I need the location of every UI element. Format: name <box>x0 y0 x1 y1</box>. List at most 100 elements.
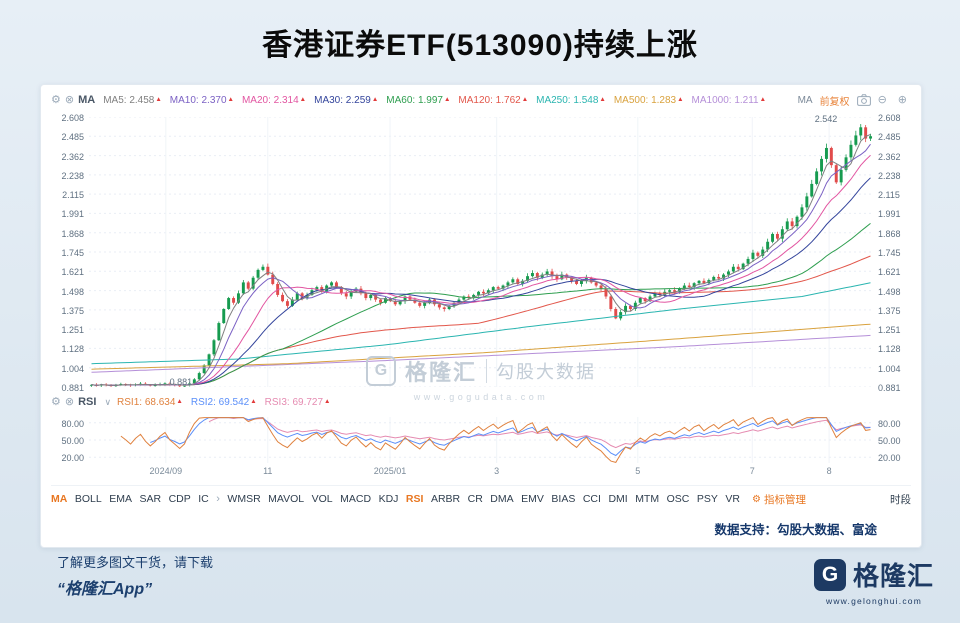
indicator-manage-label: 指标管理 <box>763 493 806 506</box>
y-axis-label: 0.881 <box>61 383 84 393</box>
rsi-axis-left: 80.00 50.00 20.00 <box>43 417 87 464</box>
indicator-tab-emv[interactable]: EMV <box>521 493 544 505</box>
y-axis-label: 2.485 <box>878 132 901 143</box>
indicator-tab-osc[interactable]: OSC <box>666 493 690 505</box>
indicator-manage-button[interactable]: ⚙ 指标管理 <box>752 492 806 507</box>
y-axis-label: 1.128 <box>878 344 901 355</box>
rsi-value-rsi1: RSI1: 68.634▲ <box>117 397 183 408</box>
indicator-tab-cci[interactable]: CCI <box>582 493 601 505</box>
ma-value-ma120: MA120: 1.762▲ <box>458 95 528 106</box>
rsi-axis-right: 80.00 50.00 20.00 <box>875 417 919 464</box>
y-axis-label: 1.498 <box>61 286 84 297</box>
indicator-tab-psy[interactable]: PSY <box>696 493 718 505</box>
up-triangle-icon: ▲ <box>155 95 162 103</box>
x-axis-label: 5 <box>635 466 641 476</box>
gear-icon[interactable]: ⚙ <box>51 395 61 408</box>
indicator-tab-sar[interactable]: SAR <box>139 493 162 505</box>
ma-value-ma10: MA10: 2.370▲ <box>170 95 234 106</box>
indicator-tab-boll[interactable]: BOLL <box>74 493 102 505</box>
x-axis-label: 11 <box>263 466 273 476</box>
period-button[interactable]: 时段 <box>890 493 911 506</box>
chart-card: ⚙ ⊗ MA MA5: 2.458▲ MA10: 2.370▲ MA20: 2.31… <box>40 84 922 548</box>
remove-indicator-icon[interactable]: ⊗ <box>64 93 75 106</box>
indicator-tab-ma[interactable]: MA <box>51 493 68 505</box>
zoom-out-icon[interactable]: ⊖ <box>877 93 887 106</box>
y-axis-label: 1.745 <box>61 248 84 258</box>
indicator-tab-vol[interactable]: VOL <box>311 493 333 505</box>
y-axis-left: 2.608 2.485 2.362 2.238 2.115 1.991 1.868 1.745… <box>43 113 87 393</box>
x-axis-label: 2025/01 <box>373 466 407 476</box>
indicator-tab-dmi[interactable]: DMI <box>608 493 628 505</box>
rsi-chart[interactable] <box>89 417 873 463</box>
y-axis-label: 1.375 <box>878 305 901 316</box>
indicator-tab-kdj[interactable]: KDJ <box>378 493 399 505</box>
y-axis-label: 1.251 <box>878 325 901 336</box>
y-axis-label: 0.881 <box>878 383 901 393</box>
remove-indicator-icon[interactable]: ⊗ <box>64 395 75 408</box>
up-triangle-icon: ▲ <box>299 95 307 103</box>
rsi-plot[interactable] <box>89 417 873 463</box>
ma-value-ma1000: MA1000: 1.211▲ <box>692 95 767 106</box>
y-axis-label: 1.498 <box>878 286 901 297</box>
indicator-tab-mtm[interactable]: MTM <box>635 493 660 505</box>
indicator-tab-bias[interactable]: BIAS <box>551 493 576 505</box>
indicator-tab-vr[interactable]: VR <box>725 493 740 505</box>
x-axis-label: 7 <box>749 466 755 476</box>
indicator-tab-macd[interactable]: MACD <box>340 493 372 505</box>
candlestick-plot[interactable] <box>89 117 873 387</box>
y-axis-label: 1.868 <box>61 228 84 239</box>
indicator-tab-mavol[interactable]: MAVOL <box>268 493 305 505</box>
ma-value-text: MA250: 1.548 <box>536 94 599 106</box>
ma-indicator-bar: ⚙ ⊗ MA MA5: 2.458▲ MA10: 2.370▲ MA20: 2.31… <box>41 87 921 113</box>
y-axis-label: 1.991 <box>61 209 84 220</box>
data-support-text: 数据支持：勾股大数据、富途 <box>714 523 877 537</box>
indicator-tabs-list: MA BOLL EMA SAR CDP IC › WMSR MAVOL VOL MACD KDJ RSI… <box>51 493 740 505</box>
indicator-tab-dma[interactable]: DMA <box>490 493 514 505</box>
indicator-tab-cdp[interactable]: CDP <box>168 493 191 505</box>
ma-value-text: MA30: 2.259 <box>314 94 371 106</box>
y-axis-label: 1.128 <box>61 344 84 355</box>
y-axis-label: 2.362 <box>61 151 84 162</box>
ma-value-text: MA5: 2.458 <box>103 94 155 106</box>
ma-value-ma500: MA500: 1.283▲ <box>614 95 684 106</box>
ma-value-ma30: MA30: 2.259▲ <box>314 95 378 106</box>
footer-promo-line2: “格隆汇App” <box>57 581 153 598</box>
indicator-tab-wmsr[interactable]: WMSR <box>227 493 261 505</box>
y-axis-label: 2.485 <box>61 132 84 143</box>
y-axis-label: 1.004 <box>878 363 901 374</box>
indicator-name-rsi[interactable]: RSI <box>78 396 97 408</box>
chart-type-label[interactable]: MA <box>797 94 813 106</box>
indicator-tab-ic[interactable]: IC <box>198 493 209 505</box>
rsi-value-text: RSI2: 69.542 <box>190 396 250 408</box>
rsi-axis-label: 50.00 <box>61 436 84 446</box>
up-triangle-icon: ▲ <box>443 95 451 103</box>
main-chart[interactable]: 2.542 0.881 G 格隆汇 勾股大数据 www.gogudata.com <box>89 114 873 402</box>
up-triangle-icon: ▲ <box>227 95 234 103</box>
x-axis-label: 3 <box>494 466 500 476</box>
y-axis-label: 2.115 <box>62 190 84 201</box>
y-axis-label: 2.362 <box>878 151 901 162</box>
x-axis-label: 8 <box>826 466 832 476</box>
adjust-mode-label[interactable]: 前复权 <box>819 96 850 108</box>
min-price-label: 0.881 <box>169 377 193 387</box>
indicator-tab-arbr[interactable]: ARBR <box>430 493 461 505</box>
ma-value-ma250: MA250: 1.548▲ <box>536 95 606 106</box>
ma-value-text: MA120: 1.762 <box>458 94 521 106</box>
up-triangle-icon: ▲ <box>250 397 257 405</box>
ma-value-text: MA10: 2.370 <box>169 94 227 106</box>
footer-promo-line1: 了解更多图文干货，请下载 <box>57 555 214 570</box>
tabs-overflow-chevron-icon[interactable]: › <box>216 493 220 505</box>
zoom-in-icon[interactable]: ⊕ <box>897 93 907 106</box>
indicator-tab-rsi[interactable]: RSI <box>405 493 424 505</box>
indicator-tab-ema[interactable]: EMA <box>109 493 132 505</box>
camera-icon[interactable] <box>856 94 871 106</box>
up-triangle-icon: ▲ <box>759 95 767 103</box>
rsi-value-text: RSI3: 69.727 <box>264 396 324 408</box>
manage-gear-icon: ⚙ <box>751 493 761 505</box>
indicator-tab-cr[interactable]: CR <box>467 493 483 505</box>
x-axis: 2024/09 11 2025/01 3 5 7 8 <box>89 466 873 479</box>
gear-icon[interactable]: ⚙ <box>51 93 61 106</box>
chevron-down-icon[interactable]: ∨ <box>104 396 112 407</box>
indicator-name-ma[interactable]: MA <box>78 94 96 106</box>
